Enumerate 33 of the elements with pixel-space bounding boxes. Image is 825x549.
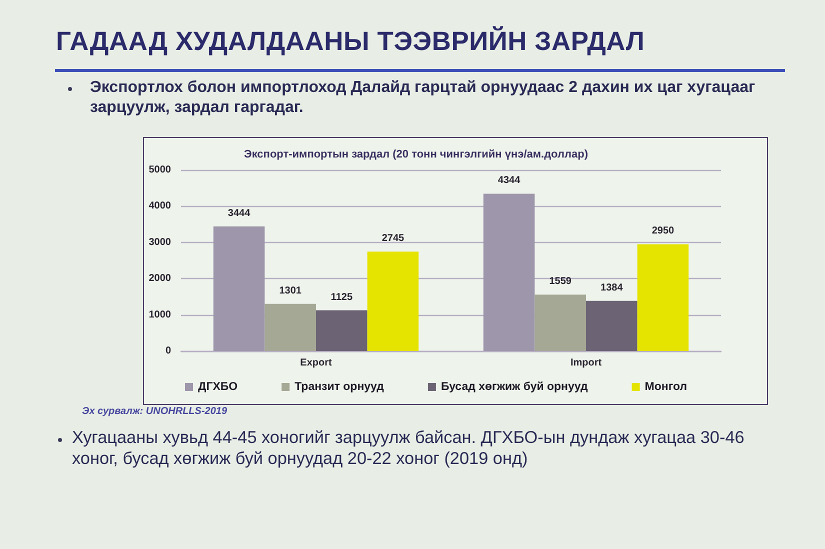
bar [534,294,586,351]
text: Эх сурвалж: UNOHRLLS-2019 [82,406,228,417]
data-label: 1301 [279,285,302,296]
text: Экспортлох болон импортлоход Далайд гарцтай орнуудаас 2 дахин их цаг хугацааг зарцуулж, зардал гаргадаг. [90,78,756,118]
data-label: 3444 [228,208,251,219]
legend-label: ДГХБО [198,381,238,393]
data-label: 1559 [549,276,572,288]
data-label: 1384 [600,282,624,294]
data-label: 1125 [330,292,353,303]
bar [264,304,316,351]
data-label: 2950 [652,226,675,237]
data-label: 4344 [498,175,521,186]
text: Хугацааны хувьд 44-45 хоногийг зарцуулж байсан. ДГХБО-ын дундаж хугацаа 30-46 хоног, бусад хөгжиж буй орнуудад 20-22 хоног (2019 онд) [72,427,746,469]
x-tick-label: Import [570,358,602,368]
legend-label: Транзит орнууд [294,381,385,393]
legend-label: Бусад хөгжиж буй орнууд [440,381,589,393]
y-tick-label: 4000 [148,200,172,212]
bar [637,244,689,351]
y-tick-label: 5000 [148,164,172,176]
y-tick-label: 1000 [148,309,172,320]
bar [367,252,419,351]
y-tick-label: 2000 [148,273,172,284]
bar [213,226,265,351]
data-label: 2745 [382,233,405,244]
chart-subtitle: Экспорт-импортын зардал (20 тонн чингэлгийн үнэ/ам.доллар) [244,148,588,160]
y-tick-label: 0 [165,346,172,356]
legend-label: Монгол [644,381,688,393]
bar [586,300,638,351]
bar [316,310,368,351]
chart-title: ГАДААД ХУДАЛДААНЫ ТЭЭВРИЙН ЗАРДАЛ [56,26,645,57]
y-tick-label: 3000 [148,236,172,248]
bar [483,194,535,351]
x-tick-label: Export [300,358,333,368]
